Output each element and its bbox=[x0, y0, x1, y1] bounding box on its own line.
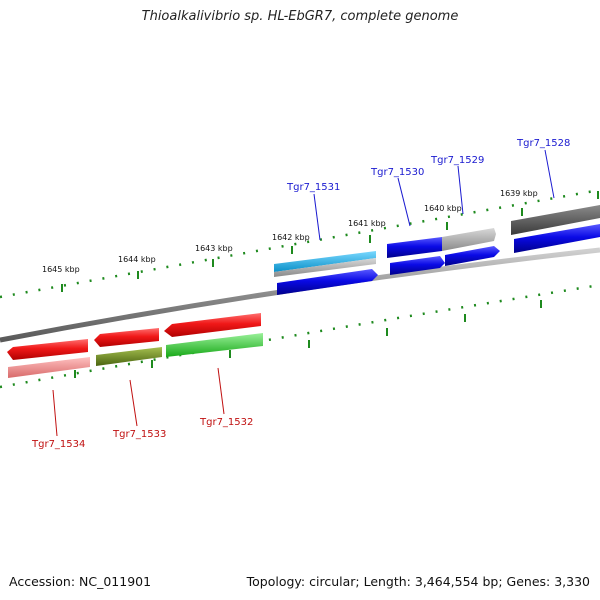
gene-label[interactable]: Tgr7_1534 bbox=[31, 439, 85, 450]
gene-label[interactable]: Tgr7_1532 bbox=[199, 417, 253, 428]
gene-tgr7-1532[interactable] bbox=[164, 313, 263, 357]
kbp-label: 1640 kbp bbox=[424, 204, 462, 213]
map-title: Thioalkalivibrio sp. HL-EbGR7, complete … bbox=[141, 9, 459, 24]
gene-label[interactable]: Tgr7_1528 bbox=[516, 138, 570, 149]
gene-tgr7-1529[interactable] bbox=[442, 228, 500, 266]
reverse-leaders bbox=[52, 367, 225, 437]
accession-label: Accession: NC_011901 bbox=[9, 574, 152, 589]
genome-summary: Topology: circular; Length: 3,464,554 bp… bbox=[246, 574, 590, 589]
gene-label[interactable]: Tgr7_1529 bbox=[430, 155, 484, 166]
kbp-label: 1643 kbp bbox=[195, 244, 233, 253]
gene-tgr7-1531[interactable] bbox=[274, 251, 376, 277]
kbp-label: 1639 kbp bbox=[500, 189, 538, 198]
gene-label[interactable]: Tgr7_1533 bbox=[112, 429, 166, 440]
gene-tgr7-1533[interactable] bbox=[94, 328, 162, 366]
gene-tgr7-1534[interactable] bbox=[7, 339, 90, 378]
forward-gene-labels: Tgr7_1531 Tgr7_1530 Tgr7_1529 Tgr7_1528 bbox=[286, 138, 570, 193]
forward-leaders bbox=[313, 149, 555, 241]
inner-tick-ring bbox=[0, 283, 600, 389]
gene-tgr7-1528[interactable] bbox=[511, 205, 600, 253]
gene-arrow-blue[interactable] bbox=[277, 269, 378, 295]
kbp-label: 1644 kbp bbox=[118, 255, 156, 264]
kbp-label: 1645 kbp bbox=[42, 265, 80, 274]
kbp-label: 1642 kbp bbox=[272, 233, 310, 242]
reverse-gene-labels: Tgr7_1534 Tgr7_1533 Tgr7_1532 bbox=[31, 417, 253, 450]
inner-major-ticks bbox=[74, 300, 542, 378]
gene-label[interactable]: Tgr7_1530 bbox=[370, 167, 424, 178]
gene-tgr7-1530[interactable] bbox=[387, 237, 445, 275]
kbp-labels: 1645 kbp 1644 kbp 1643 kbp 1642 kbp 1641… bbox=[42, 189, 538, 274]
gene-label[interactable]: Tgr7_1531 bbox=[286, 182, 340, 193]
kbp-label: 1641 kbp bbox=[348, 219, 386, 228]
outer-major-ticks bbox=[61, 191, 599, 292]
